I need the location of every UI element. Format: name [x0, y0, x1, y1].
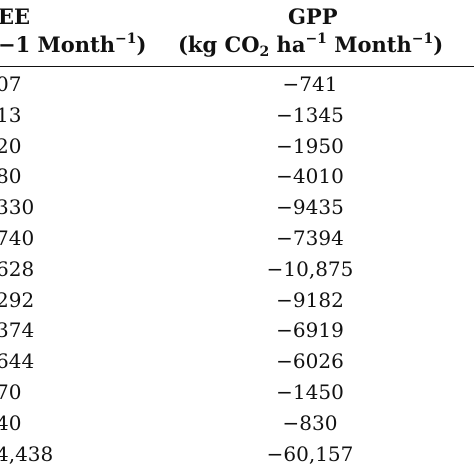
nee-cell: 740 — [0, 226, 35, 250]
nee-cell: 4,438 — [0, 441, 54, 466]
nee-cell: 07 — [0, 72, 22, 96]
gpp-cell: −7394 — [276, 226, 344, 250]
nee-cell: 70 — [0, 380, 22, 404]
gpp-cell: −1950 — [276, 133, 344, 158]
gpp-cell: −4010 — [276, 164, 344, 189]
gpp-cell: −830 — [282, 410, 338, 435]
nee-cell: 20 — [0, 133, 22, 158]
gpp-cell: −60,157 — [266, 441, 354, 466]
gpp-column-title: GPP — [288, 4, 338, 29]
gpp-column-unit: (kg CO2 ha−1 Month−1) — [178, 31, 444, 60]
nee-cell: 80 — [0, 164, 22, 189]
gpp-cell: −6026 — [276, 349, 344, 374]
nee-cell: 13 — [0, 102, 22, 127]
nee-cell: 374 — [0, 318, 35, 343]
gpp-cell: −6919 — [276, 318, 344, 343]
nee-cell: 330 — [0, 195, 35, 220]
nee-cell: 292 — [0, 287, 35, 312]
gpp-cell: −1450 — [276, 380, 344, 404]
nee-column-unit: −1 Month−1) — [0, 31, 147, 57]
header-rule — [0, 66, 474, 67]
nee-cell: 40 — [0, 410, 22, 435]
gpp-cell: −1345 — [276, 102, 344, 127]
nee-column-title: EE — [0, 4, 31, 29]
nee-cell: 628 — [0, 256, 35, 281]
gpp-cell: −741 — [282, 72, 338, 96]
gpp-cell: −10,875 — [266, 256, 354, 281]
nee-cell: 644 — [0, 349, 35, 374]
gpp-cell: −9435 — [276, 195, 344, 220]
gpp-cell: −9182 — [276, 287, 344, 312]
